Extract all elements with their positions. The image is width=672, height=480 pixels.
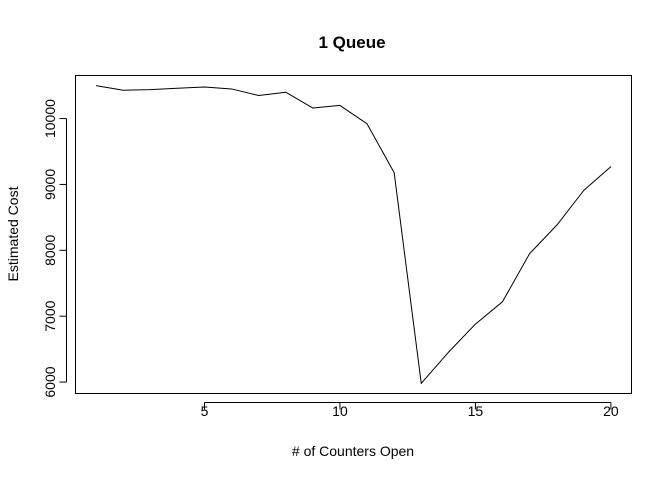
y-tick-label: 10000 (42, 99, 58, 138)
x-tick-label: 20 (603, 403, 619, 419)
series-line (96, 85, 612, 384)
y-tick-label: 8000 (42, 235, 58, 266)
x-tick-label: 10 (332, 403, 348, 419)
x-axis-label: # of Counters Open (292, 443, 414, 459)
y-tick-label: 6000 (42, 366, 58, 397)
y-axis-label: Estimated Cost (5, 186, 21, 281)
y-tick-label: 9000 (42, 169, 58, 200)
x-axis: 5 10 15 20 (201, 402, 619, 419)
plot-area-frame (75, 75, 632, 394)
x-tick-label: 15 (468, 403, 484, 419)
chart-title: 1 Queue (318, 33, 385, 52)
x-tick-label: 5 (201, 403, 209, 419)
y-axis: 6000 7000 8000 9000 10000 (42, 99, 67, 398)
y-tick-label: 7000 (42, 300, 58, 331)
